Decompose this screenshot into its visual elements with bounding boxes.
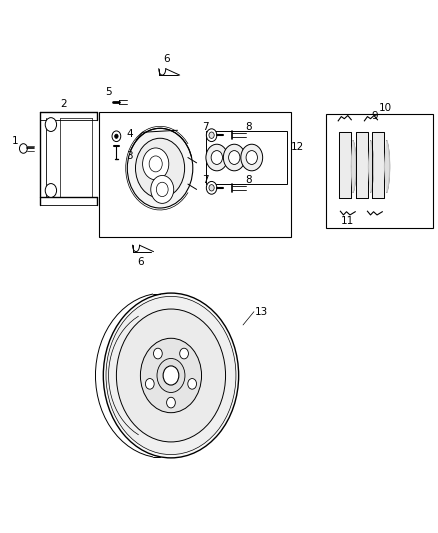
Circle shape — [246, 151, 258, 165]
Circle shape — [206, 129, 217, 142]
Circle shape — [229, 151, 240, 165]
Circle shape — [112, 131, 121, 142]
Circle shape — [206, 181, 217, 194]
Circle shape — [145, 378, 154, 389]
Text: 7: 7 — [203, 122, 209, 132]
Bar — [99, 112, 291, 237]
Polygon shape — [372, 132, 385, 198]
Circle shape — [188, 378, 197, 389]
Circle shape — [209, 184, 214, 191]
Bar — [206, 131, 287, 184]
Text: 3: 3 — [126, 151, 133, 161]
Circle shape — [209, 132, 214, 139]
Circle shape — [211, 151, 223, 165]
Text: 12: 12 — [290, 142, 304, 152]
Circle shape — [106, 296, 236, 455]
Circle shape — [45, 118, 57, 132]
Circle shape — [45, 183, 57, 197]
Circle shape — [143, 148, 169, 180]
Circle shape — [19, 144, 27, 154]
Circle shape — [151, 175, 174, 204]
Bar — [326, 114, 433, 228]
Text: 5: 5 — [106, 87, 112, 97]
Circle shape — [206, 144, 228, 171]
Text: 6: 6 — [137, 257, 144, 267]
Text: 2: 2 — [61, 99, 67, 109]
Circle shape — [180, 348, 188, 359]
Circle shape — [157, 359, 185, 392]
Text: 1: 1 — [12, 135, 19, 146]
Text: 8: 8 — [245, 175, 252, 185]
Circle shape — [127, 128, 193, 208]
Text: 11: 11 — [341, 216, 354, 226]
Text: 10: 10 — [378, 102, 392, 112]
Circle shape — [141, 338, 201, 413]
Text: 13: 13 — [255, 306, 268, 317]
Circle shape — [103, 293, 239, 458]
Circle shape — [115, 134, 118, 139]
Text: 6: 6 — [163, 54, 170, 64]
Circle shape — [163, 366, 179, 385]
Circle shape — [117, 309, 226, 442]
Circle shape — [153, 348, 162, 359]
Polygon shape — [368, 141, 374, 192]
Circle shape — [223, 144, 245, 171]
Circle shape — [135, 138, 184, 198]
Text: 9: 9 — [371, 110, 378, 120]
Polygon shape — [339, 132, 351, 198]
Polygon shape — [356, 132, 368, 198]
Circle shape — [166, 397, 175, 408]
Text: 4: 4 — [126, 128, 133, 139]
Text: 7: 7 — [203, 175, 209, 185]
Text: 8: 8 — [245, 122, 252, 132]
Circle shape — [241, 144, 263, 171]
Polygon shape — [351, 141, 356, 192]
Polygon shape — [385, 141, 390, 192]
